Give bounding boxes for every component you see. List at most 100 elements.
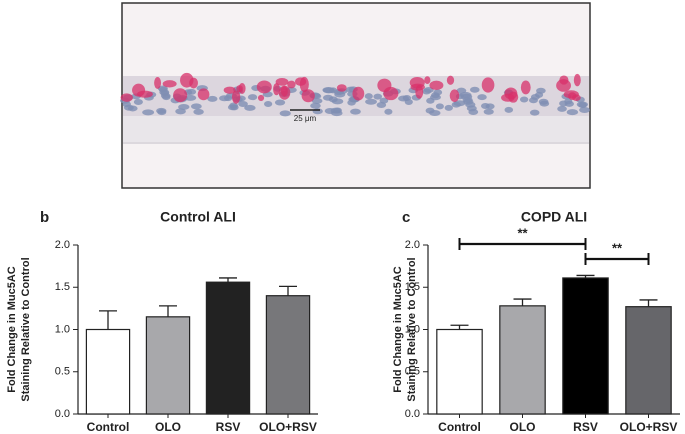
y-axis-label: Staining Relative to Control (406, 257, 418, 401)
mucus-cell (352, 86, 365, 101)
nucleus (530, 93, 540, 100)
nucleus (404, 99, 413, 106)
nucleus (483, 108, 494, 115)
nucleus (468, 109, 479, 116)
nucleus (184, 94, 197, 101)
bar (265, 295, 311, 415)
y-tick-label: 2.0 (55, 239, 70, 251)
nucleus (122, 101, 131, 108)
mucus-cell (508, 91, 519, 103)
nucleus (557, 105, 567, 112)
nucleus (435, 103, 444, 110)
x-tick-label: RSV (573, 420, 598, 434)
nucleus (133, 98, 143, 105)
nucleus (504, 106, 514, 113)
nucleus (224, 95, 233, 102)
nucleus (324, 107, 336, 114)
mucus-cell (520, 80, 531, 95)
mucus-cell (287, 80, 296, 89)
membrane (123, 116, 589, 144)
nucleus (322, 94, 334, 101)
nucleus (263, 101, 273, 108)
mucus-cell (481, 77, 495, 93)
x-tick-label: OLO (155, 420, 181, 434)
nucleus (422, 88, 432, 95)
nucleus (227, 104, 238, 111)
mucus-cell (415, 84, 424, 99)
nucleus (539, 100, 550, 107)
panel-label: c (402, 209, 410, 226)
mucus-cell (383, 86, 399, 101)
nucleus (536, 87, 546, 94)
x-tick-label: Control (438, 420, 481, 434)
mucus-cell (197, 88, 210, 101)
nucleus (127, 105, 138, 112)
nucleus (566, 109, 579, 116)
mucus-cell (409, 76, 425, 89)
mucus-cell (449, 89, 460, 102)
x-tick-label: RSV (216, 420, 241, 434)
nucleus (456, 87, 467, 94)
mucus-cell (236, 85, 243, 93)
bar (625, 306, 672, 415)
nucleus (579, 107, 591, 114)
mucus-cell (223, 86, 236, 94)
nucleus (480, 103, 490, 110)
nucleus (433, 89, 443, 96)
y-tick-label: 1.0 (405, 323, 420, 335)
nucleus (444, 104, 453, 111)
y-tick-label: 0.5 (405, 366, 420, 378)
x-tick-label: OLO+RSV (620, 420, 678, 434)
nucleus (519, 96, 529, 103)
bar (436, 328, 483, 415)
mucus-cell (231, 90, 241, 104)
y-axis-label: Fold Change in Muc5AC (6, 266, 18, 393)
mucus-cell (446, 75, 455, 85)
mucus-cell (136, 90, 153, 98)
mucus-cell (278, 85, 291, 100)
nucleus (274, 99, 286, 106)
bar (205, 281, 251, 415)
mucus-cell (559, 75, 569, 85)
mucus-cell (301, 89, 315, 103)
mucus-cell (256, 80, 272, 94)
nucleus (310, 102, 321, 109)
nucleus (178, 103, 190, 110)
y-tick-label: 0.0 (55, 408, 70, 420)
significance-label: ** (612, 240, 623, 255)
y-tick-label: 1.5 (55, 281, 70, 293)
nucleus (311, 97, 323, 104)
y-tick-label: 0.0 (405, 408, 420, 420)
mucus-cell (154, 76, 162, 89)
nucleus (559, 100, 568, 107)
nucleus (142, 109, 155, 116)
chart-title: Control ALI (160, 209, 236, 225)
mucus-cell (572, 94, 581, 101)
mucus-cell (429, 80, 444, 91)
mucus-cell (273, 83, 280, 96)
nucleus (186, 88, 197, 95)
nucleus (376, 101, 387, 108)
nucleus (193, 108, 204, 115)
mucus-cell (336, 84, 347, 92)
bar (562, 277, 609, 415)
nucleus (207, 95, 218, 102)
nucleus (190, 103, 202, 110)
nucleus (469, 86, 480, 93)
y-tick-label: 1.5 (405, 281, 420, 293)
y-tick-label: 2.0 (405, 239, 420, 251)
mucus-cell (299, 76, 309, 93)
nucleus (365, 98, 377, 105)
nucleus (333, 107, 342, 114)
mucus-cell (257, 94, 265, 102)
y-tick-label: 1.0 (55, 323, 70, 335)
nucleus (384, 108, 393, 115)
nucleus (162, 94, 171, 101)
mucus-cell (275, 78, 289, 86)
significance-label: ** (517, 225, 528, 240)
y-axis-label: Fold Change in Muc5AC (392, 266, 404, 393)
nucleus (477, 94, 487, 101)
scale-bar-label: 25 μm (294, 114, 317, 123)
mucus-cell (120, 93, 133, 102)
nucleus (244, 104, 256, 111)
